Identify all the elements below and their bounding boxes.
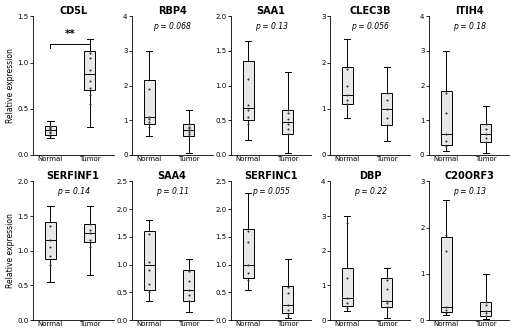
Title: DBP: DBP xyxy=(359,171,381,181)
Text: p = 0.068: p = 0.068 xyxy=(153,22,191,31)
Bar xyxy=(282,110,294,134)
Title: SERFINC1: SERFINC1 xyxy=(244,171,298,181)
Title: RBP4: RBP4 xyxy=(158,6,186,16)
Text: p = 0.056: p = 0.056 xyxy=(351,22,389,31)
Text: **: ** xyxy=(65,29,76,39)
Text: p = 0.22: p = 0.22 xyxy=(354,187,387,196)
Bar xyxy=(183,270,194,301)
Bar xyxy=(441,91,452,145)
Bar xyxy=(243,228,254,278)
Text: p = 0.11: p = 0.11 xyxy=(156,187,188,196)
Bar xyxy=(45,126,56,135)
Title: ITIH4: ITIH4 xyxy=(455,6,484,16)
Title: SAA1: SAA1 xyxy=(256,6,285,16)
Bar xyxy=(84,51,95,90)
Bar xyxy=(441,237,452,312)
Text: p = 0.18: p = 0.18 xyxy=(453,22,486,31)
Bar xyxy=(342,67,353,104)
Title: SAA4: SAA4 xyxy=(158,171,186,181)
Bar xyxy=(282,286,294,313)
Bar xyxy=(381,93,392,125)
Text: p = 0.055: p = 0.055 xyxy=(252,187,290,196)
Y-axis label: Relative expression: Relative expression xyxy=(6,48,14,123)
Bar xyxy=(45,222,56,259)
Title: SERFINF1: SERFINF1 xyxy=(47,171,99,181)
Bar xyxy=(144,231,155,290)
Title: C20ORF3: C20ORF3 xyxy=(444,171,494,181)
Title: CLEC3B: CLEC3B xyxy=(349,6,391,16)
Bar xyxy=(480,124,491,142)
Bar xyxy=(183,125,194,136)
Bar xyxy=(480,302,491,316)
Title: CD5L: CD5L xyxy=(59,6,87,16)
Text: p = 0.13: p = 0.13 xyxy=(453,187,486,196)
Bar xyxy=(144,81,155,124)
Bar xyxy=(342,268,353,306)
Bar xyxy=(381,278,392,307)
Bar xyxy=(243,61,254,120)
Y-axis label: Relative expression: Relative expression xyxy=(6,213,14,288)
Text: p = 0.13: p = 0.13 xyxy=(254,22,287,31)
Bar xyxy=(84,224,95,242)
Text: p = 0.14: p = 0.14 xyxy=(57,187,90,196)
